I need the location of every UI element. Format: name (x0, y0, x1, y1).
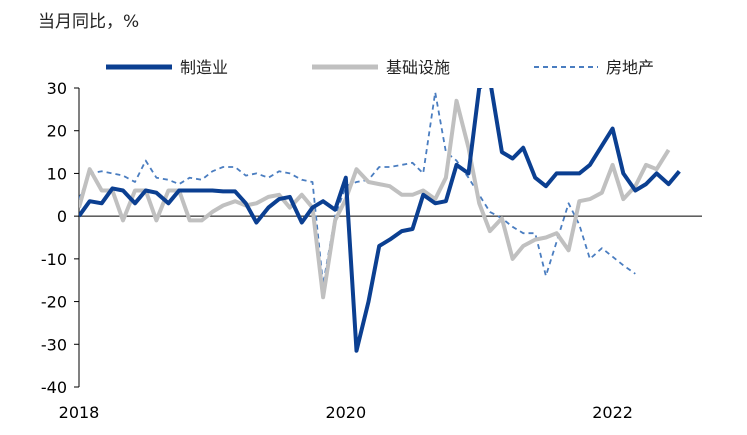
y-tick-label: 0 (57, 207, 67, 226)
x-tick-label: 2020 (325, 403, 366, 422)
y-tick-label: -30 (41, 335, 67, 354)
y-tick-label: 10 (47, 164, 67, 183)
legend-label-infrastructure: 基础设施 (386, 58, 450, 77)
x-axis: 2018 2020 2022 (59, 215, 702, 422)
y-tick-label: -40 (41, 378, 67, 397)
legend-item-manufacturing: 制造业 (106, 58, 228, 77)
y-tick-label: -10 (41, 250, 67, 269)
legend-label-manufacturing: 制造业 (180, 58, 228, 77)
x-tick-label: 2022 (592, 403, 633, 422)
y-tick-label: 20 (47, 122, 67, 141)
plot-lines (79, 88, 681, 353)
legend-item-real-estate: 房地产 (534, 58, 654, 77)
y-tick-label: -20 (41, 293, 67, 312)
x-tick-label: 2018 (59, 403, 100, 422)
y-axis: 30 20 10 0 -10 -20 -30 -40 (41, 79, 80, 397)
y-tick-label: 30 (47, 79, 67, 98)
unit-label: 当月同比，% (38, 12, 139, 32)
legend: 制造业 基础设施 房地产 (106, 58, 654, 77)
legend-label-real-estate: 房地产 (606, 58, 654, 77)
series-line-manufacturing (79, 88, 681, 353)
series-line-real-estate (79, 91, 636, 286)
legend-item-infrastructure: 基础设施 (312, 58, 450, 77)
